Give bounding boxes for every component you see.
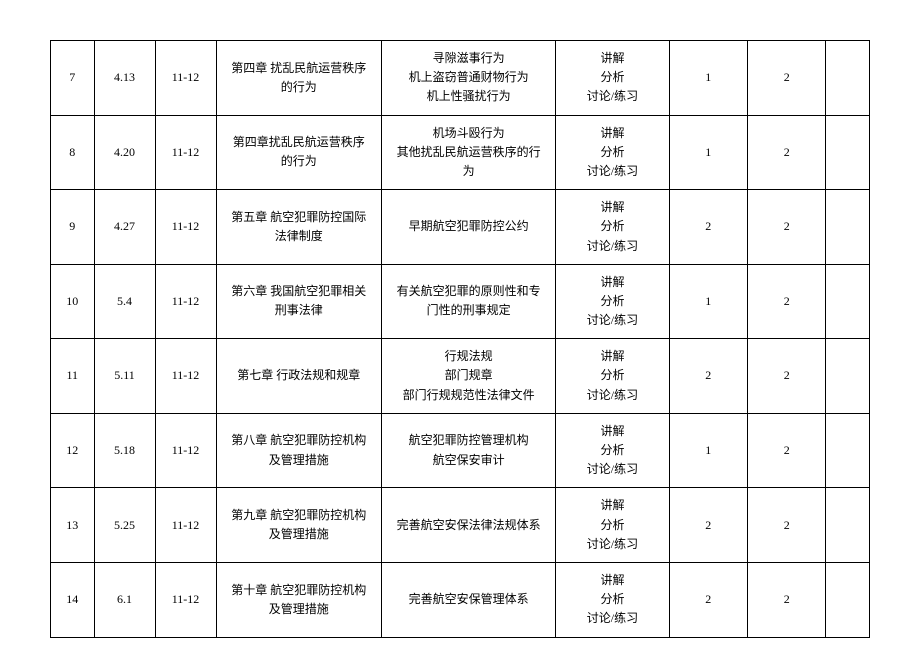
table-row: 84.2011-12第四章扰乱民航运营秩序 的行为机场斗殴行为 其他扰乱民航运营… xyxy=(51,115,870,190)
cell-index: 12 xyxy=(51,413,95,488)
cell-date: 5.11 xyxy=(94,339,155,414)
cell-method: 讲解 分析 讨论/练习 xyxy=(556,41,669,116)
cell-col6: 1 xyxy=(669,264,747,339)
cell-index: 14 xyxy=(51,562,95,637)
cell-chapter: 第四章 扰乱民航运营秩序 的行为 xyxy=(216,41,382,116)
cell-method: 讲解 分析 讨论/练习 xyxy=(556,264,669,339)
cell-col8 xyxy=(826,413,870,488)
cell-method: 讲解 分析 讨论/练习 xyxy=(556,488,669,563)
cell-period: 11-12 xyxy=(155,41,216,116)
cell-col7: 2 xyxy=(747,562,825,637)
table-row: 115.1111-12第七章 行政法规和规章行规法规 部门规章 部门行规规范性法… xyxy=(51,339,870,414)
cell-period: 11-12 xyxy=(155,339,216,414)
table-row: 105.411-12第六章 我国航空犯罪相关 刑事法律有关航空犯罪的原则性和专 … xyxy=(51,264,870,339)
cell-content: 早期航空犯罪防控公约 xyxy=(382,190,556,265)
cell-col6: 2 xyxy=(669,190,747,265)
cell-col7: 2 xyxy=(747,190,825,265)
cell-content: 有关航空犯罪的原则性和专 门性的刑事规定 xyxy=(382,264,556,339)
cell-date: 6.1 xyxy=(94,562,155,637)
cell-date: 4.13 xyxy=(94,41,155,116)
cell-col6: 1 xyxy=(669,41,747,116)
cell-col6: 2 xyxy=(669,339,747,414)
cell-period: 11-12 xyxy=(155,115,216,190)
table-row: 94.2711-12第五章 航空犯罪防控国际 法律制度早期航空犯罪防控公约讲解 … xyxy=(51,190,870,265)
cell-chapter: 第四章扰乱民航运营秩序 的行为 xyxy=(216,115,382,190)
cell-col8 xyxy=(826,264,870,339)
cell-index: 11 xyxy=(51,339,95,414)
cell-period: 11-12 xyxy=(155,488,216,563)
cell-col8 xyxy=(826,339,870,414)
cell-col7: 2 xyxy=(747,339,825,414)
table-row: 135.2511-12第九章 航空犯罪防控机构 及管理措施完善航空安保法律法规体… xyxy=(51,488,870,563)
cell-index: 10 xyxy=(51,264,95,339)
cell-col8 xyxy=(826,488,870,563)
cell-content: 寻隙滋事行为 机上盗窃普通财物行为 机上性骚扰行为 xyxy=(382,41,556,116)
cell-date: 5.18 xyxy=(94,413,155,488)
cell-period: 11-12 xyxy=(155,190,216,265)
cell-index: 8 xyxy=(51,115,95,190)
table-row: 74.1311-12第四章 扰乱民航运营秩序 的行为寻隙滋事行为 机上盗窃普通财… xyxy=(51,41,870,116)
cell-col7: 2 xyxy=(747,488,825,563)
cell-content: 行规法规 部门规章 部门行规规范性法律文件 xyxy=(382,339,556,414)
cell-chapter: 第十章 航空犯罪防控机构 及管理措施 xyxy=(216,562,382,637)
cell-content: 机场斗殴行为 其他扰乱民航运营秩序的行 为 xyxy=(382,115,556,190)
cell-col8 xyxy=(826,562,870,637)
cell-date: 4.27 xyxy=(94,190,155,265)
cell-chapter: 第六章 我国航空犯罪相关 刑事法律 xyxy=(216,264,382,339)
cell-index: 13 xyxy=(51,488,95,563)
cell-col8 xyxy=(826,41,870,116)
cell-col7: 2 xyxy=(747,115,825,190)
cell-chapter: 第八章 航空犯罪防控机构 及管理措施 xyxy=(216,413,382,488)
cell-index: 9 xyxy=(51,190,95,265)
cell-col7: 2 xyxy=(747,264,825,339)
cell-col6: 1 xyxy=(669,115,747,190)
cell-index: 7 xyxy=(51,41,95,116)
cell-col7: 2 xyxy=(747,41,825,116)
cell-method: 讲解 分析 讨论/练习 xyxy=(556,190,669,265)
cell-col6: 2 xyxy=(669,488,747,563)
table-row: 125.1811-12第八章 航空犯罪防控机构 及管理措施航空犯罪防控管理机构 … xyxy=(51,413,870,488)
table-row: 146.111-12第十章 航空犯罪防控机构 及管理措施完善航空安保管理体系讲解… xyxy=(51,562,870,637)
cell-date: 5.25 xyxy=(94,488,155,563)
cell-col6: 1 xyxy=(669,413,747,488)
schedule-table: 74.1311-12第四章 扰乱民航运营秩序 的行为寻隙滋事行为 机上盗窃普通财… xyxy=(50,40,870,638)
cell-method: 讲解 分析 讨论/练习 xyxy=(556,115,669,190)
cell-col8 xyxy=(826,115,870,190)
cell-method: 讲解 分析 讨论/练习 xyxy=(556,339,669,414)
cell-date: 5.4 xyxy=(94,264,155,339)
cell-period: 11-12 xyxy=(155,562,216,637)
cell-content: 完善航空安保法律法规体系 xyxy=(382,488,556,563)
cell-method: 讲解 分析 讨论/练习 xyxy=(556,562,669,637)
cell-method: 讲解 分析 讨论/练习 xyxy=(556,413,669,488)
cell-col6: 2 xyxy=(669,562,747,637)
cell-chapter: 第五章 航空犯罪防控国际 法律制度 xyxy=(216,190,382,265)
cell-period: 11-12 xyxy=(155,413,216,488)
cell-date: 4.20 xyxy=(94,115,155,190)
cell-chapter: 第七章 行政法规和规章 xyxy=(216,339,382,414)
cell-col7: 2 xyxy=(747,413,825,488)
cell-period: 11-12 xyxy=(155,264,216,339)
cell-col8 xyxy=(826,190,870,265)
cell-content: 航空犯罪防控管理机构 航空保安审计 xyxy=(382,413,556,488)
cell-chapter: 第九章 航空犯罪防控机构 及管理措施 xyxy=(216,488,382,563)
cell-content: 完善航空安保管理体系 xyxy=(382,562,556,637)
